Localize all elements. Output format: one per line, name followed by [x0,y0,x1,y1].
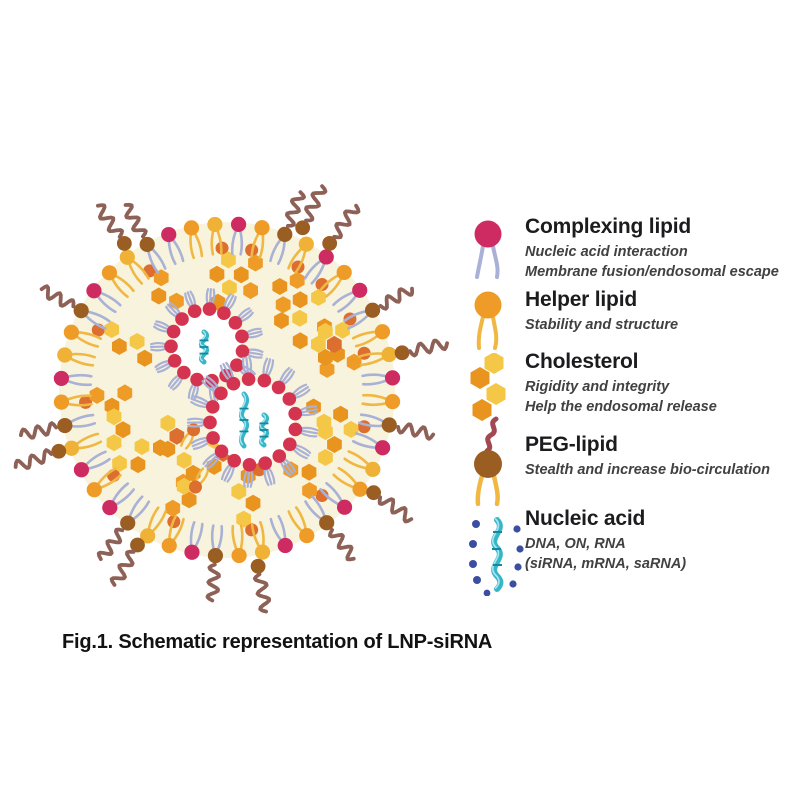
complexing-lipid-icon [474,220,502,279]
legend-item-helper-lipid: Helper lipid Stability and structure [455,288,800,350]
lnp-particle-diagram [13,184,449,614]
legend-desc-line: (siRNA, mRNA, saRNA) [525,555,687,572]
legend-title-complexing-lipid: Complexing lipid [525,215,691,238]
legend-desc-line: Stability and structure [525,316,679,333]
legend-title-helper-lipid: Helper lipid [525,288,637,311]
legend-desc-line: Membrane fusion/endosomal escape [525,263,779,280]
helper-lipid-icon [474,291,502,350]
legend-item-cholesterol: Cholesterol Rigidity and integrity Help … [455,350,800,421]
legend-item-nucleic-acid: Nucleic acid DNA, ON, RNA (siRNA, mRNA, … [455,507,800,596]
figure-caption: Fig.1. Schematic representation of LNP-s… [62,631,493,653]
cholesterol-icon [470,353,506,421]
legend-item-peg-lipid: PEG-lipid Stealth and increase bio-circu… [455,416,800,506]
legend-desc-line: Rigidity and integrity [525,378,670,395]
legend-item-complexing-lipid: Complexing lipid Nucleic acid interactio… [455,215,800,282]
legend-title-peg-lipid: PEG-lipid [525,433,618,456]
legend-title-cholesterol: Cholesterol [525,350,639,373]
legend-desc-line: Stealth and increase bio-circulation [525,461,770,478]
nucleic-acid-icon [469,517,524,596]
peg-lipid-icon [474,416,502,506]
legend-title-nucleic-acid: Nucleic acid [525,507,646,530]
legend-desc-line: Nucleic acid interaction [525,243,688,260]
legend-desc-line: DNA, ON, RNA [525,535,626,552]
legend-desc-line: Help the endosomal release [525,398,717,415]
